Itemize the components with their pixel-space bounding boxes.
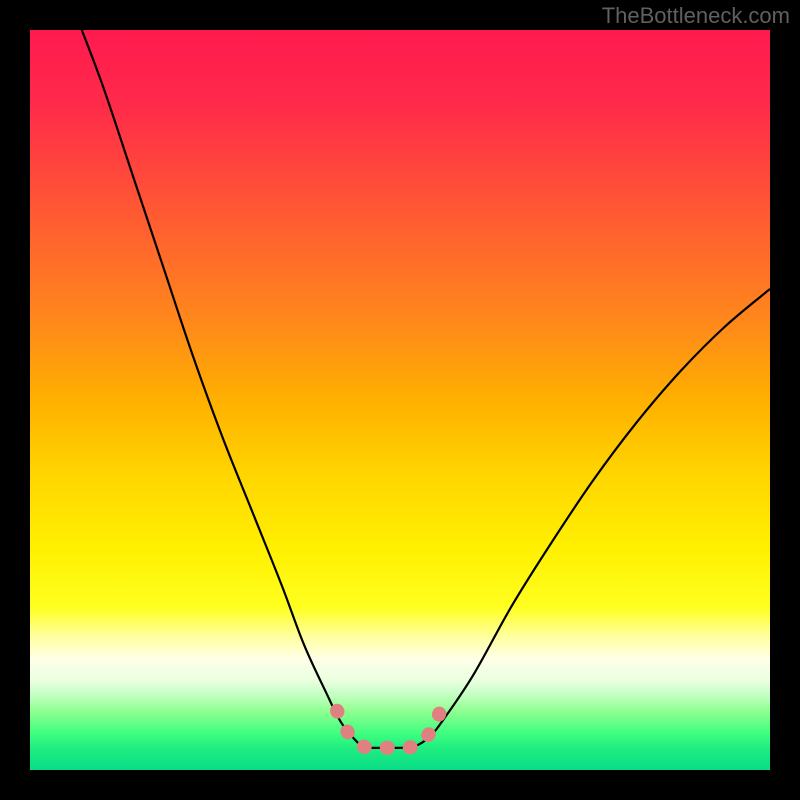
outer-frame: TheBottleneck.com <box>0 0 800 800</box>
watermark-text: TheBottleneck.com <box>602 3 790 29</box>
gradient-background <box>30 30 770 770</box>
plot-area <box>30 30 770 770</box>
chart-svg <box>30 30 770 770</box>
